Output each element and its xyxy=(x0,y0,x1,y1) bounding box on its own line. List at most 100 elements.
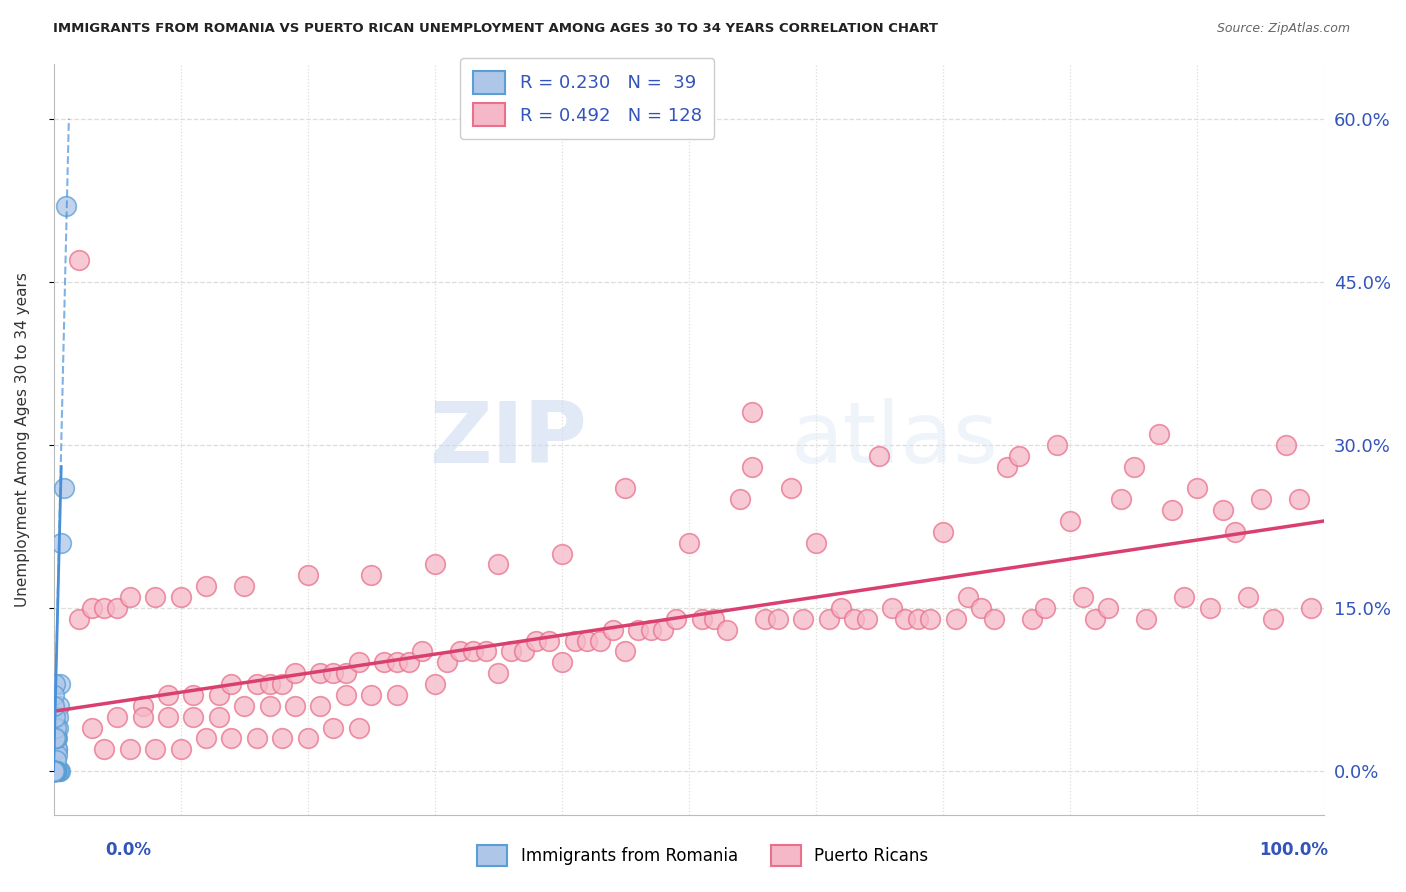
Point xyxy=(602,623,624,637)
Point xyxy=(665,612,688,626)
Point xyxy=(44,764,66,778)
Point xyxy=(271,731,294,746)
Point xyxy=(551,656,574,670)
Point xyxy=(830,601,852,615)
Point xyxy=(932,524,955,539)
Point xyxy=(67,253,90,268)
Point xyxy=(42,764,65,778)
Text: 100.0%: 100.0% xyxy=(1260,840,1329,858)
Point xyxy=(246,677,269,691)
Point xyxy=(1237,590,1260,604)
Point xyxy=(589,633,612,648)
Point xyxy=(564,633,586,648)
Point xyxy=(423,677,446,691)
Point xyxy=(449,644,471,658)
Point xyxy=(360,688,382,702)
Point xyxy=(741,459,763,474)
Point xyxy=(309,698,332,713)
Point xyxy=(970,601,993,615)
Point xyxy=(1122,459,1144,474)
Point xyxy=(716,623,738,637)
Point xyxy=(411,644,433,658)
Point xyxy=(44,698,66,713)
Point xyxy=(183,709,205,723)
Point xyxy=(42,764,65,778)
Point xyxy=(766,612,789,626)
Point xyxy=(156,688,179,702)
Point xyxy=(486,666,509,681)
Point xyxy=(45,764,67,778)
Point xyxy=(652,623,675,637)
Point xyxy=(118,742,141,756)
Point xyxy=(93,742,115,756)
Point xyxy=(44,677,66,691)
Point xyxy=(49,677,72,691)
Point xyxy=(259,698,281,713)
Point xyxy=(486,558,509,572)
Point xyxy=(48,698,70,713)
Point xyxy=(271,677,294,691)
Point xyxy=(322,721,344,735)
Point xyxy=(512,644,534,658)
Text: IMMIGRANTS FROM ROMANIA VS PUERTO RICAN UNEMPLOYMENT AMONG AGES 30 TO 34 YEARS C: IMMIGRANTS FROM ROMANIA VS PUERTO RICAN … xyxy=(53,22,938,36)
Point xyxy=(259,677,281,691)
Point xyxy=(284,666,307,681)
Point xyxy=(44,721,66,735)
Point xyxy=(52,481,75,495)
Point xyxy=(221,731,243,746)
Point xyxy=(46,709,69,723)
Point xyxy=(284,698,307,713)
Point xyxy=(80,601,103,615)
Point xyxy=(347,721,370,735)
Point xyxy=(1071,590,1094,604)
Point xyxy=(143,590,166,604)
Point xyxy=(1173,590,1195,604)
Point xyxy=(347,656,370,670)
Point xyxy=(640,623,662,637)
Point xyxy=(1033,601,1056,615)
Point xyxy=(678,535,700,549)
Point xyxy=(1198,601,1220,615)
Point xyxy=(1097,601,1119,615)
Point xyxy=(297,731,319,746)
Point xyxy=(51,535,73,549)
Point xyxy=(42,764,65,778)
Point xyxy=(45,731,67,746)
Point xyxy=(55,199,77,213)
Point xyxy=(385,688,408,702)
Text: Source: ZipAtlas.com: Source: ZipAtlas.com xyxy=(1216,22,1350,36)
Point xyxy=(246,731,269,746)
Point xyxy=(869,449,891,463)
Point xyxy=(335,666,357,681)
Point xyxy=(894,612,917,626)
Point xyxy=(183,688,205,702)
Point xyxy=(48,764,70,778)
Point xyxy=(44,764,66,778)
Point xyxy=(118,590,141,604)
Point xyxy=(48,764,70,778)
Point xyxy=(309,666,332,681)
Point xyxy=(233,579,256,593)
Point xyxy=(44,764,66,778)
Point xyxy=(44,764,66,778)
Point xyxy=(754,612,776,626)
Point xyxy=(551,547,574,561)
Point xyxy=(45,764,67,778)
Point xyxy=(703,612,725,626)
Point xyxy=(1250,492,1272,507)
Point xyxy=(208,709,231,723)
Point xyxy=(792,612,814,626)
Point xyxy=(322,666,344,681)
Point xyxy=(46,721,69,735)
Point xyxy=(45,753,67,767)
Point xyxy=(131,709,153,723)
Point xyxy=(1008,449,1031,463)
Point xyxy=(1263,612,1285,626)
Point xyxy=(398,656,420,670)
Legend: Immigrants from Romania, Puerto Ricans: Immigrants from Romania, Puerto Ricans xyxy=(471,838,935,873)
Point xyxy=(45,764,67,778)
Point xyxy=(538,633,561,648)
Point xyxy=(44,709,66,723)
Point xyxy=(233,698,256,713)
Point xyxy=(907,612,929,626)
